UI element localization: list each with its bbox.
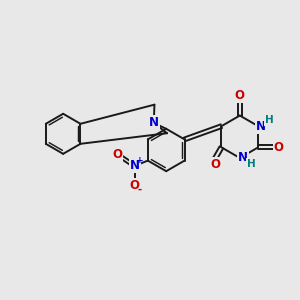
Text: +: + — [136, 156, 143, 165]
Text: N: N — [149, 116, 159, 129]
Text: O: O — [130, 179, 140, 192]
Text: O: O — [112, 148, 122, 161]
Text: N: N — [238, 152, 248, 164]
Text: O: O — [235, 89, 245, 102]
Text: O: O — [274, 141, 284, 154]
Text: H: H — [265, 115, 274, 125]
Text: O: O — [211, 158, 220, 171]
Text: N: N — [256, 120, 266, 133]
Text: H: H — [247, 159, 255, 169]
Text: N: N — [130, 159, 140, 172]
Text: -: - — [137, 184, 141, 194]
